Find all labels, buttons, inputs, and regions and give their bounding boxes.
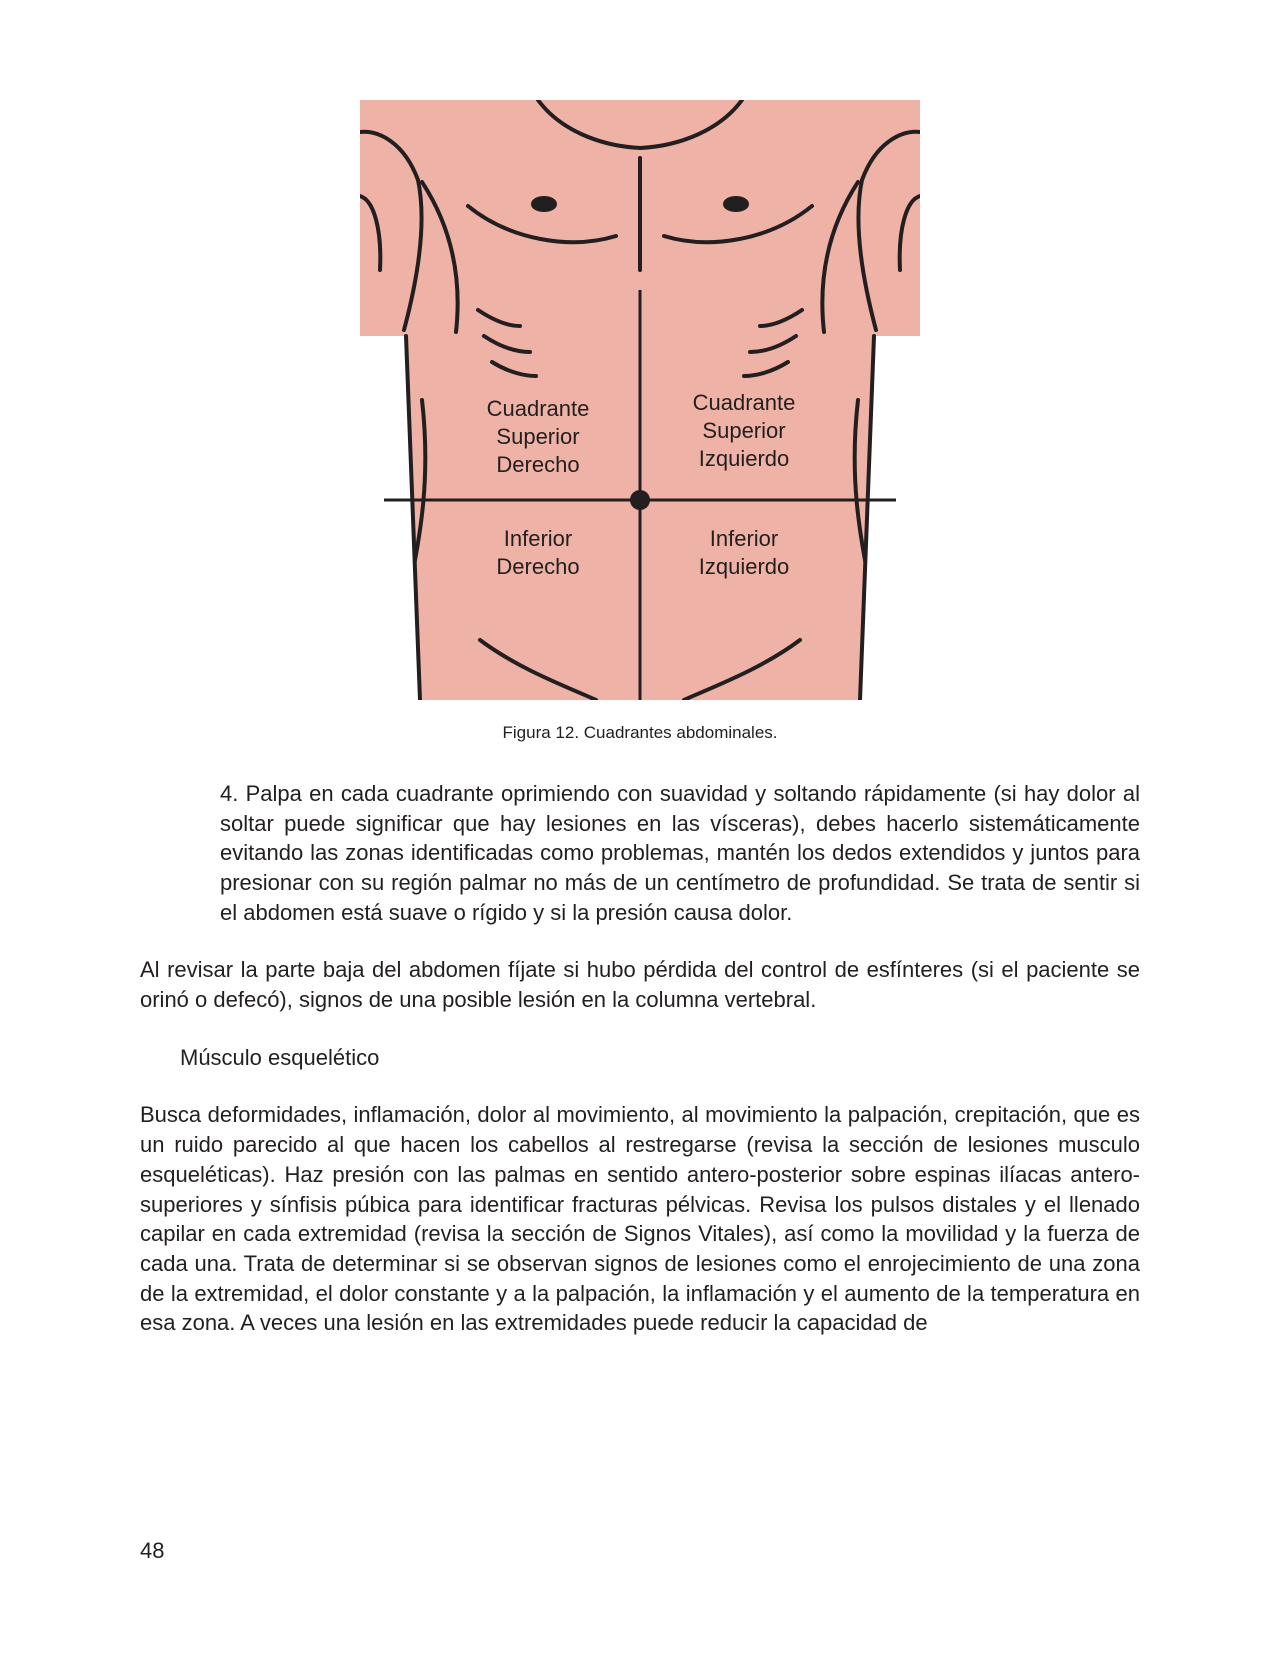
subheading-musculo: Músculo esquelético — [180, 1043, 1140, 1073]
page-number: 48 — [140, 1536, 164, 1566]
label-q3-line1: Inferior — [504, 526, 572, 551]
label-q4-line2: Izquierdo — [699, 554, 790, 579]
label-q2-line1: Cuadrante — [693, 390, 796, 415]
label-q2-line3: Izquierdo — [699, 446, 790, 471]
label-q2-line2: Superior — [702, 418, 785, 443]
label-q1-line2: Superior — [496, 424, 579, 449]
label-q3-line2: Derecho — [496, 554, 579, 579]
list-item-4: 4. Palpa en cada cuadrante oprimiendo co… — [220, 779, 1140, 927]
label-q1-line3: Derecho — [496, 452, 579, 477]
page-content: Cuadrante Superior Derecho Cuadrante Sup… — [0, 0, 1280, 1338]
paragraph-musculo: Busca deformidades, inflamación, dolor a… — [140, 1100, 1140, 1338]
paragraph-lower-abdomen: Al revisar la parte baja del abdomen fíj… — [140, 955, 1140, 1014]
label-q1-line1: Cuadrante — [487, 396, 590, 421]
abdominal-quadrants-diagram: Cuadrante Superior Derecho Cuadrante Sup… — [360, 100, 920, 700]
figure-12: Cuadrante Superior Derecho Cuadrante Sup… — [140, 100, 1140, 745]
label-q4-line1: Inferior — [710, 526, 778, 551]
figure-caption: Figura 12. Cuadrantes abdominales. — [503, 722, 778, 745]
